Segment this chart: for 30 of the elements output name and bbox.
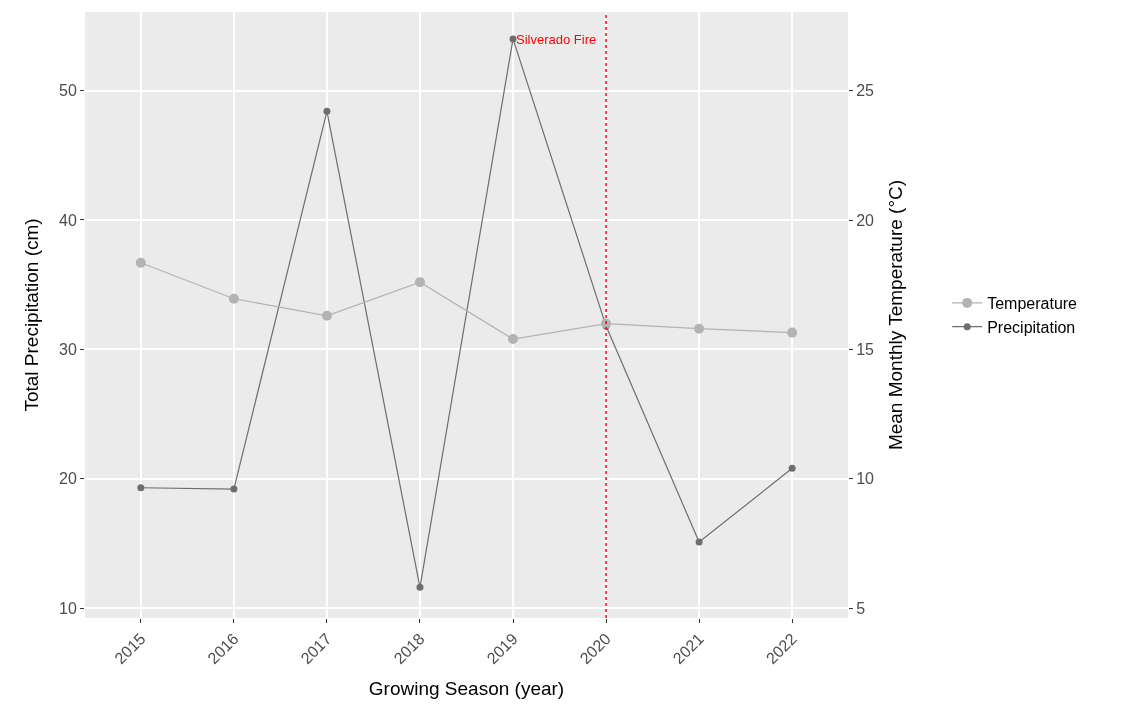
point — [508, 334, 519, 345]
point — [416, 583, 424, 591]
y2-tick-label: 10 — [856, 470, 875, 488]
y-tick-label: 40 — [59, 211, 77, 229]
point — [323, 107, 331, 115]
y-tick-label: 20 — [59, 470, 77, 488]
y-tick-label: 10 — [59, 599, 77, 617]
point — [135, 257, 146, 268]
x-axis-title: Growing Season (year) — [368, 677, 565, 699]
point — [788, 464, 796, 472]
legend-label: Precipitation — [987, 318, 1076, 336]
point — [694, 323, 705, 334]
point — [414, 277, 425, 288]
point — [137, 484, 145, 492]
y-tick-label: 30 — [59, 340, 77, 358]
y-tick-label: 50 — [59, 82, 77, 100]
ref-line-label: Silverado Fire — [516, 32, 597, 47]
y2-tick-label: 5 — [856, 599, 866, 617]
y2-tick-label: 15 — [856, 341, 875, 359]
y2-tick-label: 20 — [856, 211, 875, 229]
point — [787, 327, 798, 338]
point — [230, 485, 238, 493]
y2-tick-label: 25 — [856, 82, 875, 100]
point — [321, 310, 332, 321]
y-axis-title: Total Precipitation (cm) — [20, 218, 42, 412]
point — [509, 35, 517, 43]
point — [695, 538, 703, 546]
legend-label: Temperature — [987, 295, 1078, 313]
y2-axis-title: Mean Monthly Temperature (°C) — [884, 179, 906, 451]
point — [228, 293, 239, 304]
